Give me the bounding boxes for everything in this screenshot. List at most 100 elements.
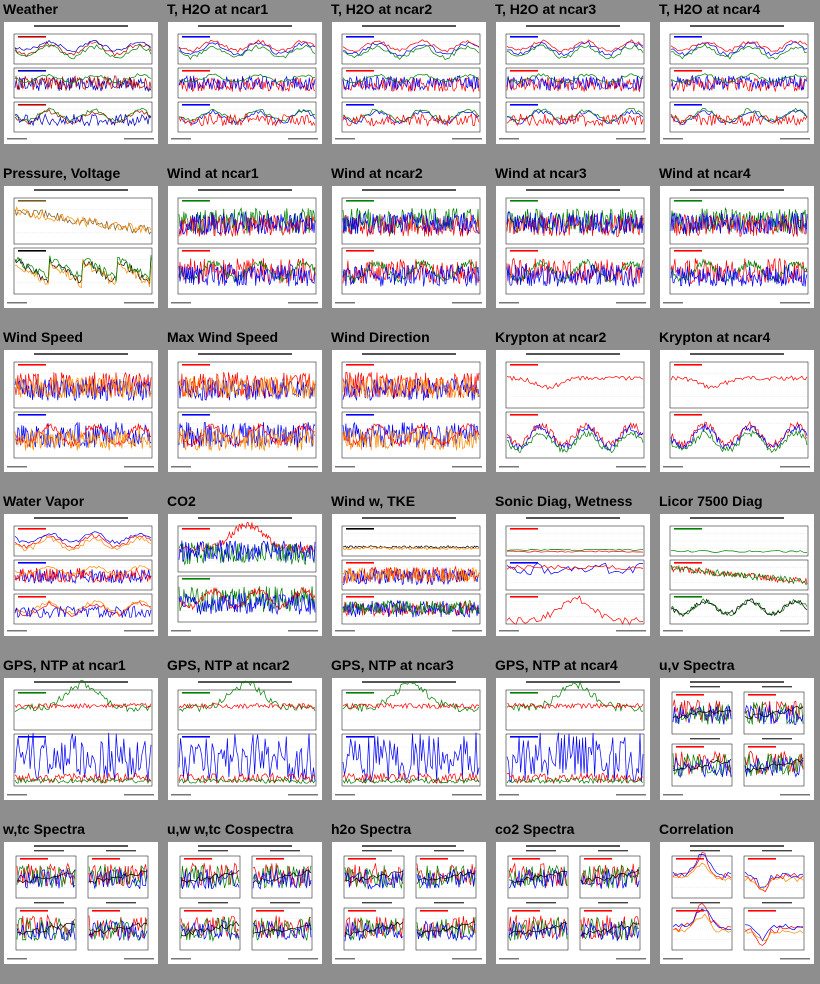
plot-image[interactable] — [332, 186, 486, 308]
plot-image[interactable] — [496, 514, 650, 636]
subplot-series-3 — [744, 929, 804, 942]
plot-legend — [510, 200, 538, 202]
plot-image[interactable] — [168, 678, 322, 800]
plot-footer-right — [616, 302, 646, 304]
subplot-series-3 — [344, 869, 404, 890]
plot-caption — [526, 845, 620, 847]
plot-thumbnail-weather[interactable] — [4, 22, 158, 144]
plot-series-2 — [342, 108, 480, 123]
plot-thumbnail-wind-at-ncar2[interactable] — [332, 186, 486, 308]
plot-image[interactable] — [4, 514, 158, 636]
plot-image[interactable] — [660, 22, 814, 144]
plot-thumbnail-gps-ntp-at-ncar1[interactable] — [4, 678, 158, 800]
plot-cell-sonic-diag-wetness: Sonic Diag, Wetness — [492, 492, 656, 656]
plot-thumbnail-t-h2o-at-ncar4[interactable] — [660, 22, 814, 144]
plot-thumbnail-gps-ntp-at-ncar3[interactable] — [332, 678, 486, 800]
plot-thumbnail-gps-ntp-at-ncar2[interactable] — [168, 678, 322, 800]
plot-series-1 — [670, 550, 808, 553]
plot-thumbnail-sonic-diag-wetness[interactable] — [496, 514, 650, 636]
plot-thumbnail-wind-at-ncar3[interactable] — [496, 186, 650, 308]
plot-series-1 — [14, 679, 152, 713]
plot-thumbnail-co2[interactable] — [168, 514, 322, 636]
plot-thumbnail-wind-at-ncar4[interactable] — [660, 186, 814, 308]
plot-series-2 — [178, 39, 316, 53]
plot-caption — [34, 517, 128, 519]
plot-thumbnail-w-tc-spectra[interactable] — [4, 842, 158, 964]
plot-thumbnail-licor-7500-diag[interactable] — [660, 514, 814, 636]
plot-image[interactable] — [4, 842, 158, 964]
plot-thumbnail-t-h2o-at-ncar2[interactable] — [332, 22, 486, 144]
subplot-caption — [690, 902, 720, 904]
plot-footer-left — [663, 958, 683, 960]
plot-image[interactable] — [496, 350, 650, 472]
plot-thumbnail-t-h2o-at-ncar1[interactable] — [168, 22, 322, 144]
plot-series-1 — [670, 420, 808, 449]
plot-image[interactable] — [332, 514, 486, 636]
plot-image[interactable] — [496, 678, 650, 800]
plot-caption — [526, 681, 620, 683]
plot-legend — [674, 528, 702, 530]
subplot-series-1 — [88, 864, 148, 886]
plot-thumbnail-wind-direction[interactable] — [332, 350, 486, 472]
plot-footer-right — [288, 630, 318, 632]
plot-image[interactable] — [660, 514, 814, 636]
plot-legend — [18, 200, 46, 202]
plot-thumbnail-gps-ntp-at-ncar4[interactable] — [496, 678, 650, 800]
plot-image[interactable] — [660, 186, 814, 308]
plot-thumbnail-water-vapor[interactable] — [4, 514, 158, 636]
subplot-series-2 — [672, 752, 732, 777]
plot-caption — [198, 517, 292, 519]
plot-image[interactable] — [660, 842, 814, 964]
plot-image[interactable] — [332, 22, 486, 144]
plot-series-3 — [506, 44, 644, 60]
subplot-caption — [198, 850, 228, 852]
plot-image[interactable] — [496, 186, 650, 308]
plot-footer-right — [288, 794, 318, 796]
plot-thumbnail-krypton-at-ncar4[interactable] — [660, 350, 814, 472]
plot-legend — [510, 104, 538, 106]
plot-image[interactable] — [332, 678, 486, 800]
subplot-series-4 — [88, 870, 148, 884]
plot-image[interactable] — [496, 842, 650, 964]
plot-thumbnail-h2o-spectra[interactable] — [332, 842, 486, 964]
plot-thumbnail-max-wind-speed[interactable] — [168, 350, 322, 472]
plot-legend — [18, 736, 46, 738]
plot-image[interactable] — [660, 678, 814, 800]
plot-caption — [198, 189, 292, 191]
plot-series-2 — [14, 107, 152, 124]
plot-thumbnail-u-w-w-tc-cospectra[interactable] — [168, 842, 322, 964]
plot-image[interactable] — [332, 350, 486, 472]
plot-thumbnail-t-h2o-at-ncar3[interactable] — [496, 22, 650, 144]
subplot-legend — [420, 858, 448, 860]
plot-image[interactable] — [660, 350, 814, 472]
plot-thumbnail-wind-w-tke[interactable] — [332, 514, 486, 636]
subplot-legend — [676, 746, 704, 748]
plot-image[interactable] — [332, 842, 486, 964]
plot-image[interactable] — [4, 22, 158, 144]
plot-thumbnail-wind-speed[interactable] — [4, 350, 158, 472]
plot-series-3 — [342, 567, 480, 583]
plot-image[interactable] — [168, 22, 322, 144]
plot-image[interactable] — [168, 350, 322, 472]
plot-title: Pressure, Voltage — [3, 165, 121, 181]
plot-thumbnail-correlation[interactable] — [660, 842, 814, 964]
plot-image[interactable] — [168, 842, 322, 964]
subplot-caption — [690, 686, 720, 688]
plot-footer-left — [7, 630, 27, 632]
subplot-series-4 — [344, 870, 404, 884]
plot-image[interactable] — [168, 186, 322, 308]
plot-image[interactable] — [496, 22, 650, 144]
plot-image[interactable] — [4, 350, 158, 472]
plot-series-1 — [178, 680, 316, 713]
subplot-series-1 — [672, 852, 732, 881]
plot-thumbnail-u-v-spectra[interactable] — [660, 678, 814, 800]
plot-thumbnail-pressure-voltage[interactable] — [4, 186, 158, 308]
plot-image[interactable] — [4, 678, 158, 800]
plot-image[interactable] — [4, 186, 158, 308]
plot-legend — [18, 528, 46, 530]
plot-thumbnail-krypton-at-ncar2[interactable] — [496, 350, 650, 472]
plot-footer-left — [171, 794, 191, 796]
plot-image[interactable] — [168, 514, 322, 636]
plot-thumbnail-wind-at-ncar1[interactable] — [168, 186, 322, 308]
plot-thumbnail-co2-spectra[interactable] — [496, 842, 650, 964]
